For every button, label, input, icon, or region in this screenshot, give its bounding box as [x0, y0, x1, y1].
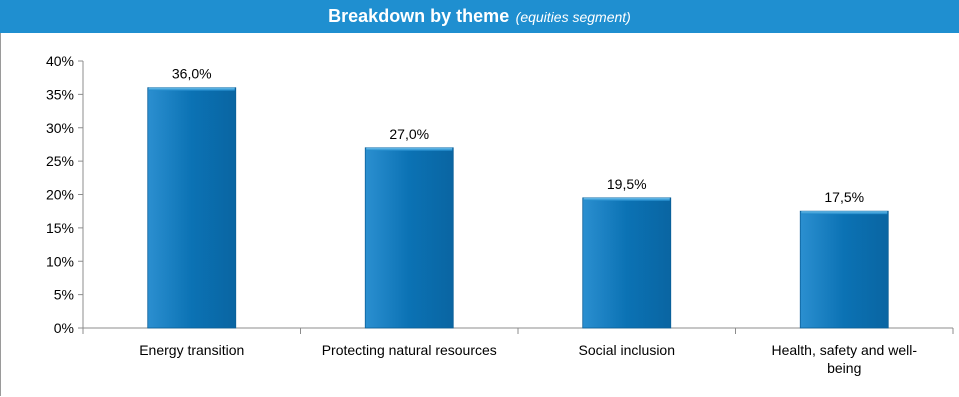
labels-group: 36,0% Energy transition 27,0% Protecting na… [139, 66, 917, 376]
bar-highlight [801, 211, 888, 215]
data-label: 19,5% [607, 176, 647, 192]
data-label: 17,5% [824, 189, 864, 205]
chart-title: Breakdown by theme [328, 6, 510, 26]
category-label: being [827, 360, 861, 376]
chart-title-bar: Breakdown by theme (equities segment) [0, 0, 959, 33]
category-label: Energy transition [139, 342, 244, 358]
category-label: Health, safety and well- [771, 342, 917, 358]
category-label: Social inclusion [579, 342, 676, 358]
y-tick-label: 0% [54, 320, 74, 336]
chart-subtitle: (equities segment) [515, 9, 631, 25]
bar [147, 87, 237, 329]
bar-highlight [366, 147, 453, 151]
y-tick-label: 5% [54, 287, 74, 303]
bar [582, 197, 672, 329]
bars-group [147, 87, 889, 329]
y-tick-label: 10% [46, 253, 74, 269]
y-tick-label: 25% [46, 153, 74, 169]
data-label: 36,0% [172, 66, 212, 82]
bar-highlight [148, 87, 235, 91]
data-label: 27,0% [389, 126, 429, 142]
y-tick-label: 40% [46, 53, 74, 69]
bar-highlight [583, 197, 670, 201]
bar [799, 210, 889, 329]
y-tick-label: 30% [46, 120, 74, 136]
y-tick-label: 15% [46, 220, 74, 236]
category-label: Protecting natural resources [322, 342, 497, 358]
y-tick-label: 35% [46, 86, 74, 102]
y-tick-label: 20% [46, 187, 74, 203]
axes-group: 0% 5% 10% 15% 20% 25% 30% 35% 40% [46, 53, 954, 336]
bar [364, 147, 454, 329]
